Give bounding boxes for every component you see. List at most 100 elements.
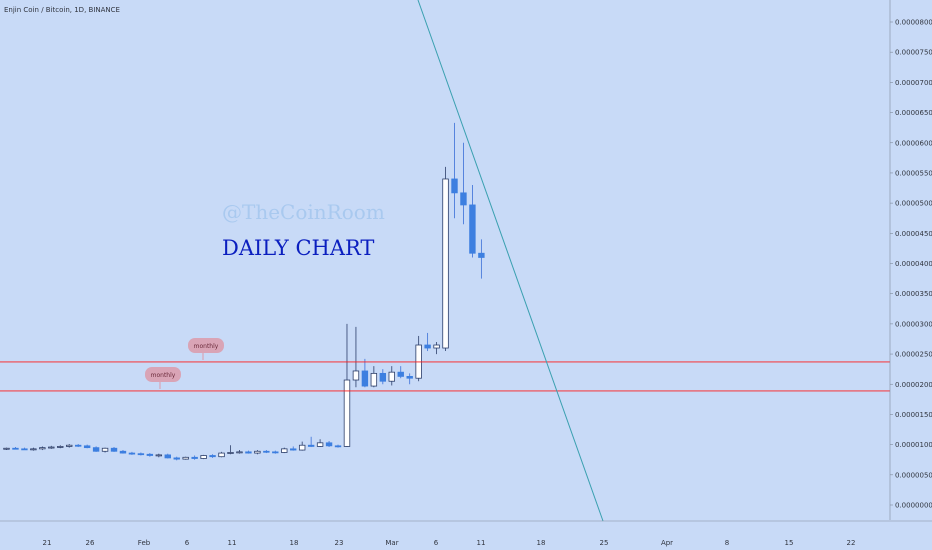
candle-body <box>218 452 225 458</box>
watermark-handle: @TheCoinRoom <box>222 200 385 224</box>
candle-body <box>137 453 145 456</box>
candles <box>3 122 485 461</box>
candle-body <box>57 446 64 448</box>
candle-body <box>173 457 180 460</box>
candle-body <box>307 444 315 447</box>
candle-body <box>48 446 55 449</box>
time-tick-label: 22 <box>847 539 856 547</box>
candle-body <box>370 372 378 387</box>
time-tick-label: 18 <box>537 539 546 547</box>
candle-body <box>460 192 467 206</box>
candle-body <box>245 451 252 454</box>
candle-body <box>442 178 449 349</box>
time-tick-label: 25 <box>600 539 609 547</box>
candle-body <box>92 447 100 452</box>
time-tick-label: 21 <box>43 539 52 547</box>
level-tags[interactable]: 0.000041510.000023690.00001890monthlymon… <box>145 0 932 389</box>
candle-body <box>424 344 431 349</box>
candle-body <box>146 453 154 456</box>
candle-body <box>469 204 476 254</box>
candle-body <box>298 444 306 451</box>
time-tick-label: Mar <box>385 539 398 547</box>
candle-body <box>236 451 243 454</box>
candle-body <box>227 452 234 454</box>
time-tick-label: 23 <box>335 539 344 547</box>
candle-body <box>388 371 395 382</box>
candle-body <box>164 454 171 459</box>
candle-body <box>209 455 216 458</box>
candle-body <box>316 442 324 447</box>
candle-body <box>119 450 127 454</box>
candle-body <box>110 447 118 452</box>
time-tick-label: 6 <box>434 539 439 547</box>
candle-body <box>21 448 28 451</box>
horizontal-levels <box>0 361 890 392</box>
time-tick-label: 11 <box>228 539 237 547</box>
time-tick-label: 26 <box>86 539 95 547</box>
candle-body <box>379 372 387 382</box>
time-tick-label: 15 <box>785 539 794 547</box>
candle-body <box>30 448 37 451</box>
price-tick-label: 0.00008000 <box>895 19 932 27</box>
candle-body <box>451 178 458 194</box>
candle-body <box>334 445 342 448</box>
candle-body <box>155 454 163 457</box>
level-label-text: monthly <box>194 343 219 350</box>
time-tick-label: Feb <box>138 539 151 547</box>
candle-body <box>191 456 198 459</box>
candle-body <box>272 451 279 454</box>
time-axis[interactable]: 21 26 Feb 6 11 18 23 Mar 6 11 18 25 Apr 8 15 22 <box>0 520 932 547</box>
time-tick-label: 6 <box>185 539 190 547</box>
candle-body <box>83 445 91 449</box>
candle-body <box>325 442 333 447</box>
candle-body <box>406 376 413 379</box>
candle-body <box>66 444 73 447</box>
time-tick-label: 11 <box>477 539 486 547</box>
level-label-bubble <box>188 338 224 353</box>
candle-body <box>74 444 82 447</box>
time-tick-label: 18 <box>290 539 299 547</box>
watermark-label: DAILY CHART <box>222 236 374 260</box>
candle-body <box>182 456 189 460</box>
candle-body <box>128 452 136 455</box>
time-tick-label: 8 <box>725 539 729 547</box>
candle-body <box>343 379 351 447</box>
level-label-bubble <box>145 367 181 382</box>
candle-body <box>361 370 369 387</box>
candle-body <box>254 450 261 454</box>
candle-body <box>39 447 46 450</box>
candle-body <box>101 447 109 452</box>
candle-body <box>281 448 288 453</box>
chart-title: Enjin Coin / Bitcoin, 1D, BINANCE <box>4 6 120 14</box>
candle-body <box>433 344 440 349</box>
candle-body <box>290 448 297 451</box>
candle-body <box>3 447 10 450</box>
level-label-text: monthly <box>151 372 176 379</box>
candle-body <box>352 370 360 381</box>
trendline[interactable] <box>417 0 604 522</box>
candle-body <box>397 371 404 377</box>
candle-body <box>12 447 19 450</box>
price-axis-bg <box>890 0 932 520</box>
time-tick-label: Apr <box>661 539 673 547</box>
candle-body <box>263 450 270 453</box>
